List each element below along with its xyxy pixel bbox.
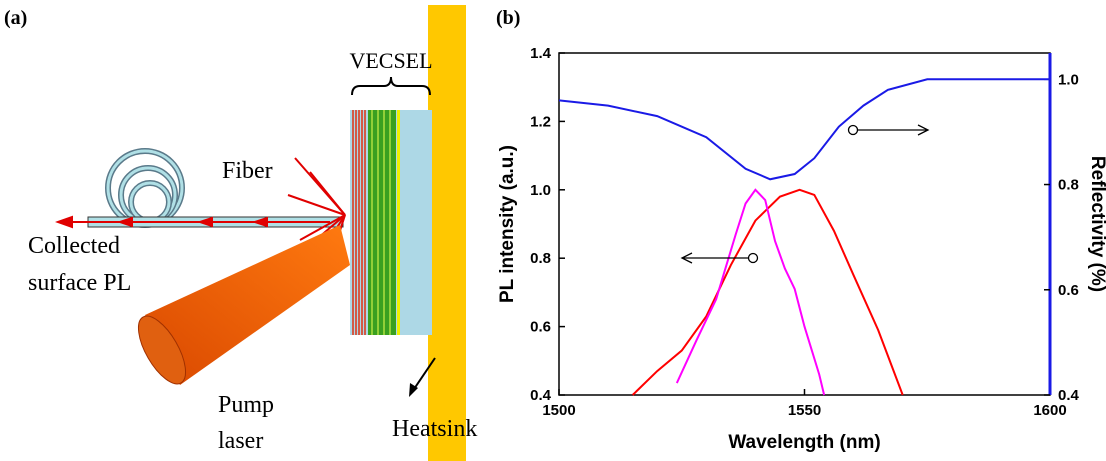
chart: 1500 1550 16000.40.60.81.01.21.40.40.60.81… [497,45,1106,453]
heatsink-pointer-head [409,383,418,397]
vecsel-label: VECSEL [349,48,432,73]
series-line [558,78,1050,181]
series-line [675,188,826,396]
x-tick-label: 1550 [788,402,821,419]
fiber-coil [105,148,185,228]
y2-tick-label: 0.6 [1058,282,1079,299]
fiber-label: Fiber [222,158,273,184]
y-axis-label: PL intensity (a.u.) [497,145,518,303]
diagram: (a) VECSEL Fiber Collected surface PL Pu… [4,5,477,461]
y-tick-label: 0.4 [530,387,552,404]
heatsink [428,5,466,461]
panel-label: (b) [496,7,520,29]
annotations [680,124,930,264]
brace [351,76,431,96]
pump-beam [145,225,350,385]
x-tick-label: 1500 [542,402,575,419]
y2-tick-label: 1.0 [1058,71,1079,88]
y2-tick-label: 0.4 [1058,387,1080,404]
layers [352,110,400,335]
y-tick-label: 1.2 [530,113,551,130]
collected-label: surface PL [28,270,131,296]
y2-axis-label: Reflectivity (%) [1087,156,1106,292]
pump-label: Pump [218,392,274,418]
heatsink-label: Heatsink [392,416,477,442]
series-line [631,188,904,396]
y-tick-label: 1.0 [530,182,551,199]
x-axis-label: Wavelength (nm) [728,432,880,453]
pump-label: laser [218,428,263,454]
panel-label: (a) [4,7,27,29]
y-tick-label: 1.4 [530,45,552,62]
y-tick-label: 0.8 [530,250,551,267]
pump-end [137,315,187,385]
plot-frame [558,52,1051,396]
y-tick-label: 0.6 [530,319,551,336]
y2-tick-label: 0.8 [1058,177,1079,194]
x-tick-label: 1600 [1033,402,1066,419]
collected-label: Collected [28,233,120,259]
heatsink-pointer [411,357,436,393]
